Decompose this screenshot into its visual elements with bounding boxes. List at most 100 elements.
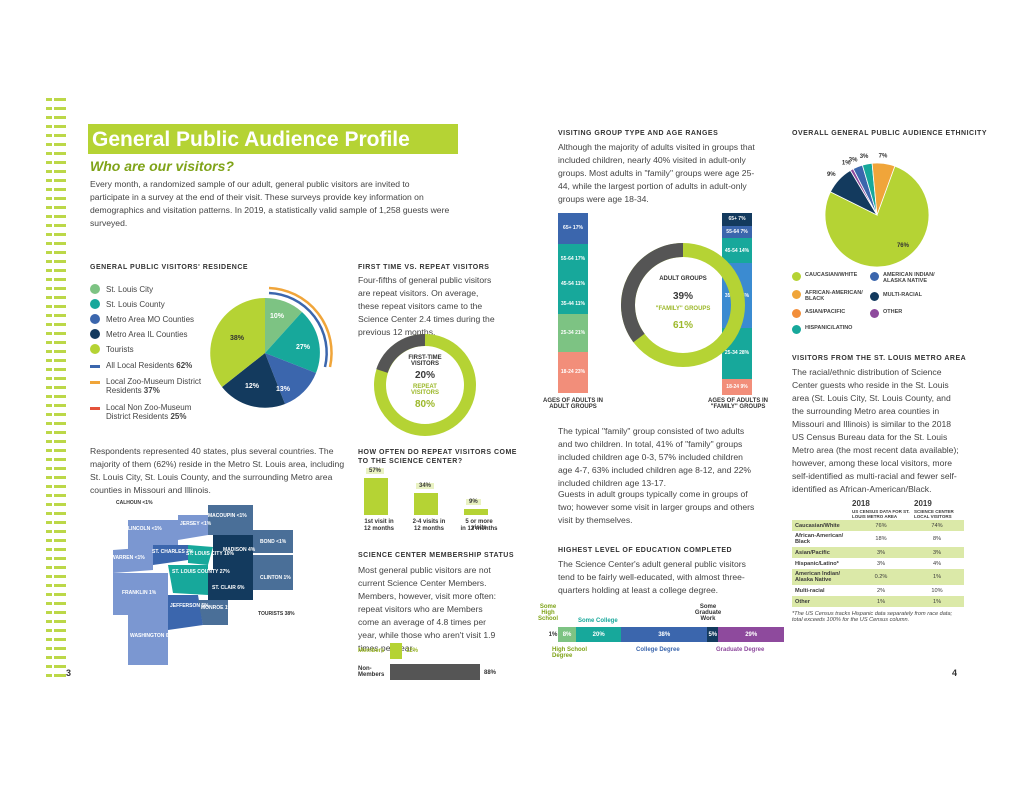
stack-segment: 35-44 11% (558, 294, 588, 314)
edu-label-grad: Graduate Degree (716, 647, 765, 653)
table-row: Asian/Pacific 3% 3% (792, 547, 964, 558)
line-legend-text: Local Non Zoo-Museum District Residents … (106, 403, 205, 421)
legend-label: St. Louis County (106, 299, 165, 309)
nonmembers-value: 88% (484, 670, 497, 676)
map-label-madison: MADISON 4% (223, 547, 256, 553)
countries-text: Respondents represented 40 states, plus … (90, 446, 345, 495)
table-cell-name: Other (795, 598, 810, 605)
map-label-tourists: TOURISTS 38% (258, 611, 295, 617)
table-cell-name: Caucasian/White (795, 522, 840, 529)
how-often-caption: 1st visit in (364, 519, 394, 525)
visiting-heading: VISITING GROUP TYPE AND AGE RANGES (558, 130, 719, 137)
stack-segment: 55-64 17% (558, 243, 588, 275)
education-text: The Science Center's adult general publi… (558, 559, 746, 595)
table-cell-local: 74% (931, 522, 943, 529)
legend-label: MULTI-RACIAL (883, 292, 922, 298)
stack-segment: 45-54 14% (722, 238, 752, 264)
table-cell-census: 18% (875, 536, 887, 542)
ethnicity-data-table: Caucasian/White 76% 74% African-American/ B… (792, 520, 964, 607)
table-cell-census: 2% (876, 587, 886, 594)
legend-label: ASIAN/PACIFIC (805, 309, 846, 315)
first-time-text: Four-fifths of general public visitors a… (358, 275, 495, 337)
residence-pie-chart: 10% 27% 13% 12% 38% (210, 286, 333, 408)
repeat-value: 80% (414, 399, 435, 410)
legend-swatch (870, 309, 879, 318)
ethnicity-legend-item: HISPANIC/LATINO (792, 325, 912, 334)
adult-stack-caption: AGES OF ADULTS IN ADULT GROUPS (543, 398, 603, 410)
legend-swatch (90, 344, 100, 354)
education-segment: 38% (621, 627, 708, 642)
ethnicity-legend-item: AFRICAN-AMERICAN/ BLACK (792, 290, 868, 302)
legend-item: Metro Area MO Counties (90, 314, 194, 324)
map-label-stclair: ST. CLAIR 6% (212, 585, 245, 591)
line-legend-value: 25% (170, 412, 187, 421)
map-label-stlouiscounty: ST. LOUIS COUNTY 27% (172, 569, 230, 575)
how-often-caption: 12 months (413, 526, 444, 532)
ethnicity-legend-item: OTHER (870, 309, 946, 318)
line-legend-item: All Local Residents 62% (90, 361, 205, 370)
nonmembers-bar (390, 664, 480, 680)
legend-swatch (792, 325, 801, 334)
legend-item: Metro Area IL Counties (90, 329, 188, 339)
line-legend-swatch (90, 407, 100, 410)
map-label-franklin: FRANKLIN 1% (122, 590, 157, 596)
legend-label: Metro Area MO Counties (106, 314, 195, 324)
pie-slice-county (265, 312, 320, 373)
legend-label: OTHER (883, 309, 903, 315)
table-row: Multi-racial 2% 10% (792, 585, 964, 596)
how-often-caption: 2-4 visits in (412, 519, 446, 525)
pie-label-27: 27% (296, 344, 311, 351)
ethnicity-legend-item: ASIAN/PACIFIC (792, 309, 868, 318)
pie-slice-mo (265, 353, 316, 404)
education-segment: 5% (707, 627, 719, 642)
table-cell-census: 1% (876, 598, 886, 605)
members-bar (390, 643, 402, 659)
line-legend-value: 62% (176, 361, 193, 370)
membership-text: Most general public visitors are not cur… (358, 565, 497, 653)
legend-label: AFRICAN-AMERICAN/ BLACK (805, 290, 863, 302)
residence-heading: GENERAL PUBLIC VISITORS' RESIDENCE (90, 264, 249, 271)
education-heading: HIGHEST LEVEL OF EDUCATION COMPLETED (558, 547, 733, 554)
legend-swatch (90, 299, 100, 309)
ethnicity-slice-label: 76% (897, 243, 910, 249)
stack-segment: 25-34 21% (558, 313, 588, 352)
legend-item: St. Louis County (90, 299, 165, 309)
table-cell-census: 3% (876, 549, 886, 556)
pie-label-10: 10% (270, 313, 285, 320)
ethnicity-legend-item: MULTI-RACIAL (870, 292, 946, 301)
legend-swatch (90, 329, 100, 339)
ethnicity-slice-label: 7% (879, 153, 888, 159)
ethnicity-slice-label: 3% (860, 154, 869, 160)
line-legend-text: Local Zoo-Museum District Residents 37% (106, 377, 205, 395)
ethnicity-slice (871, 162, 896, 216)
stack-segment: 18-24 23% (558, 351, 588, 393)
map-label-bond: BOND <1% (260, 539, 287, 545)
pie-label-38: 38% (230, 335, 245, 342)
how-often-caption: 5 or more visits (465, 519, 493, 531)
table-cell-name: Multi-racial (795, 587, 825, 594)
family-stack-caption: AGES OF ADULTS IN "FAMILY" GROUPS (708, 398, 768, 410)
legend-swatch (792, 272, 801, 281)
ethnicity-pie: 76%9%1%3%3% 7% (824, 153, 930, 267)
edu-label-college: College Degree (636, 647, 680, 653)
legend-label: St. Louis City (106, 284, 154, 294)
first-time-heading: FIRST TIME VS. REPEAT VISITORS (358, 264, 490, 271)
members-label: Members (358, 648, 385, 654)
education-segment: 1% (548, 627, 558, 642)
visiting-text: Although the majority of adults visited … (558, 142, 755, 204)
table-cell-census: 76% (875, 522, 887, 529)
adult-groups-label: ADULT GROUPS (659, 276, 707, 282)
map-label-stlouiscity: ST. LOUIS CITY 10% (186, 551, 235, 557)
how-often-caption: in 12 months (460, 526, 498, 532)
col2-year: 2019 (914, 499, 932, 508)
edu-label-some-hs: Some High School (537, 604, 558, 622)
education-segment: 29% (718, 627, 784, 642)
legend-swatch (90, 314, 100, 324)
stack-segment: 65+ 17% (558, 213, 588, 244)
ethnicity-legend-item: CAUCASIAN/WHITE (792, 272, 868, 281)
legend-item: St. Louis City (90, 284, 153, 294)
education-segment: 8% (558, 627, 577, 642)
table-row: American Indian/ Alaska Native 0.2% 1% (792, 569, 964, 585)
line-legend-item: Local Zoo-Museum District Residents 37% (90, 377, 205, 395)
members-value: 12% (406, 648, 419, 654)
